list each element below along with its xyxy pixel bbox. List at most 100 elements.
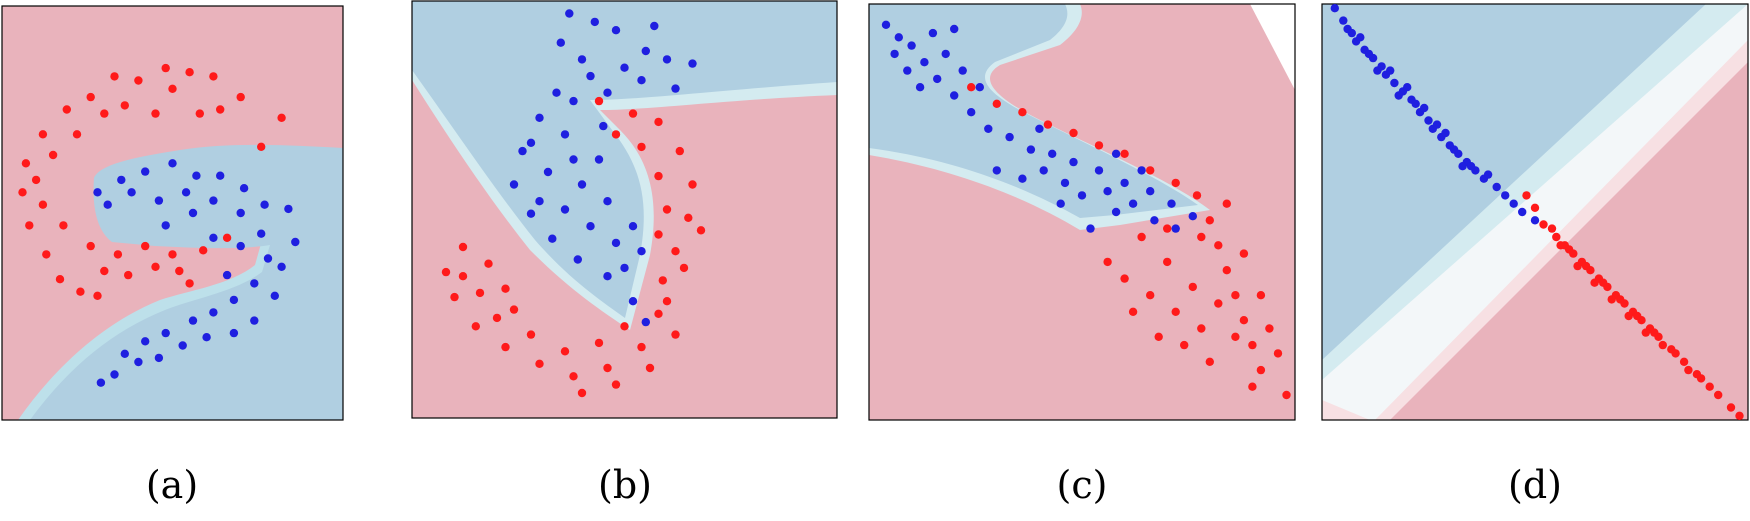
panel-d-blue-point-22: [1364, 49, 1374, 59]
panel-b-blue-point-15: [548, 234, 557, 243]
panel-a-blue-point-17: [134, 357, 143, 367]
panel-a-red-point-29: [72, 130, 82, 139]
panel-b-blue-point-31: [577, 180, 587, 189]
panel-c-blue-point-26: [975, 83, 984, 92]
panel-c-blue-point-20: [890, 49, 899, 59]
panel-b-red-point-27: [620, 322, 629, 331]
panel-d-blue-point-30: [1441, 128, 1450, 138]
panel-b-red-point-20: [611, 130, 621, 139]
panel-a-frame: [1, 5, 344, 421]
panel-a-red-point-13: [76, 287, 85, 296]
panel-d-points: [1330, 4, 1744, 420]
panel-c-red-point-19: [1171, 307, 1180, 316]
panel-b-red-point-39: [696, 226, 706, 235]
panel-c-blue-point-24: [941, 49, 950, 59]
panel-c-blue-point-25: [958, 66, 967, 75]
panel-b-blue-point-38: [637, 247, 646, 256]
panel-a-red-point-27: [120, 101, 129, 110]
panel-c-red-point-28: [1205, 357, 1215, 366]
panel-d-red-point-19: [1705, 382, 1714, 391]
panel-a-blue-point-16: [154, 353, 164, 363]
panel-c-red-point-38: [1282, 390, 1291, 400]
panel-a-red-point-38: [185, 279, 194, 288]
panel-c-blue-point-30: [1060, 178, 1070, 188]
panel-c-red-point-36: [1197, 232, 1206, 242]
panel-a-regions: [2, 6, 343, 420]
panel-b-blue-point-11: [535, 113, 544, 123]
panel-d-blue-point-23: [1373, 66, 1382, 75]
panel-b-blue-region: [412, 1, 837, 318]
panel-c-red-point-26: [1214, 299, 1223, 308]
panel-b-red-point-31: [492, 313, 502, 323]
panel-c-blue-point-11: [1069, 157, 1078, 167]
panel-c-frame: [868, 3, 1296, 421]
panel-b-blue-point-18: [628, 297, 638, 306]
panel-b-red-point-3: [675, 146, 684, 156]
panel-b-red-point-37: [645, 363, 655, 373]
panel-d-frame: [1321, 3, 1749, 421]
panel-b-red-point-35: [577, 388, 587, 398]
panel-c-blue-point-3: [920, 58, 929, 67]
panel-c-red-point-18: [1197, 324, 1206, 333]
panel-a-blue-point-30: [188, 316, 198, 325]
panel-d-red-point-0: [1522, 191, 1531, 200]
panel-a-red-point-8: [21, 159, 31, 168]
panel-a-red-point-11: [42, 250, 51, 259]
panel-d-red-point-36: [1696, 374, 1706, 383]
panel-c-blue-point-8: [1005, 132, 1014, 142]
panel-c-red-point-32: [1256, 291, 1266, 300]
panel-d-blue-point-37: [1509, 199, 1518, 208]
panel-c-blue-point-34: [1150, 216, 1159, 225]
panel-c-regions: [869, 4, 1295, 420]
panel-d-blue-point-27: [1411, 99, 1420, 109]
panel-b-red-point-14: [471, 322, 480, 331]
panel-b-blue-point-1: [556, 38, 565, 47]
panel-b-red-point-4: [688, 180, 697, 189]
panel-a-blue-point-2: [141, 167, 150, 176]
panel-d-blue-point-34: [1483, 170, 1493, 179]
panel-c-red-point-10: [1205, 216, 1215, 225]
panel-a-blue-point-22: [181, 188, 191, 197]
panel-d-red-point-35: [1684, 365, 1693, 375]
panel-b-blue-point-30: [620, 263, 629, 273]
panel-b-blue-point-0: [565, 9, 574, 18]
panel-c-empty-corner: [1250, 4, 1295, 90]
panel-c-red-point-13: [1231, 291, 1240, 300]
panel-c-blue-point-2: [907, 41, 916, 50]
panel-a-red-point-12: [55, 275, 65, 284]
panel-a-red-point-3: [134, 76, 143, 85]
panel-b-blue-point-27: [560, 205, 570, 214]
panel-a-red-point-7: [38, 130, 48, 139]
panel-a-blue-point-11: [270, 291, 279, 300]
panel-a-blue-point-5: [216, 171, 225, 180]
panel-c-red-point-14: [1239, 316, 1249, 325]
panel-b-red-point-16: [441, 267, 451, 277]
panel-c-blue-point-36: [1111, 149, 1121, 158]
panel-b-blue-point-29: [611, 238, 621, 248]
panel-b-red-point-26: [662, 297, 672, 306]
panel-b-blue-point-16: [573, 255, 582, 264]
panel-a-blue-point-8: [284, 204, 293, 214]
panel-a-red-point-39: [93, 291, 102, 300]
panel-a-blue-point-37: [188, 208, 198, 218]
panel-c-blue-point-32: [1103, 187, 1112, 196]
panel-c-red-point-31: [1239, 249, 1249, 258]
panel-b-red-point-22: [654, 171, 663, 181]
panel-b-red-point-2: [654, 117, 663, 127]
panel-c-red-point-0: [967, 83, 976, 92]
panel-c-blue-point-5: [950, 91, 959, 100]
panel-b-blue-point-34: [599, 121, 608, 131]
panel-a-red-point-15: [124, 270, 133, 280]
panel-b-red-point-8: [654, 309, 663, 318]
panel-a-blue-point-25: [257, 229, 266, 238]
panel-a-red-point-36: [141, 241, 150, 251]
panel-d-red-point-39: [1735, 411, 1744, 420]
panel-b-blue-point-25: [543, 167, 553, 177]
panel-b-blue-point-23: [650, 21, 659, 31]
panel-c-red-point-24: [1163, 257, 1172, 267]
panel-c-blue-point-28: [1018, 174, 1027, 183]
panel-d-blue-point-20: [1343, 24, 1352, 34]
panel-c-blue-point-21: [903, 66, 912, 75]
panel-a-blue-point-3: [168, 159, 177, 168]
panel-b-red-point-32: [475, 288, 485, 298]
